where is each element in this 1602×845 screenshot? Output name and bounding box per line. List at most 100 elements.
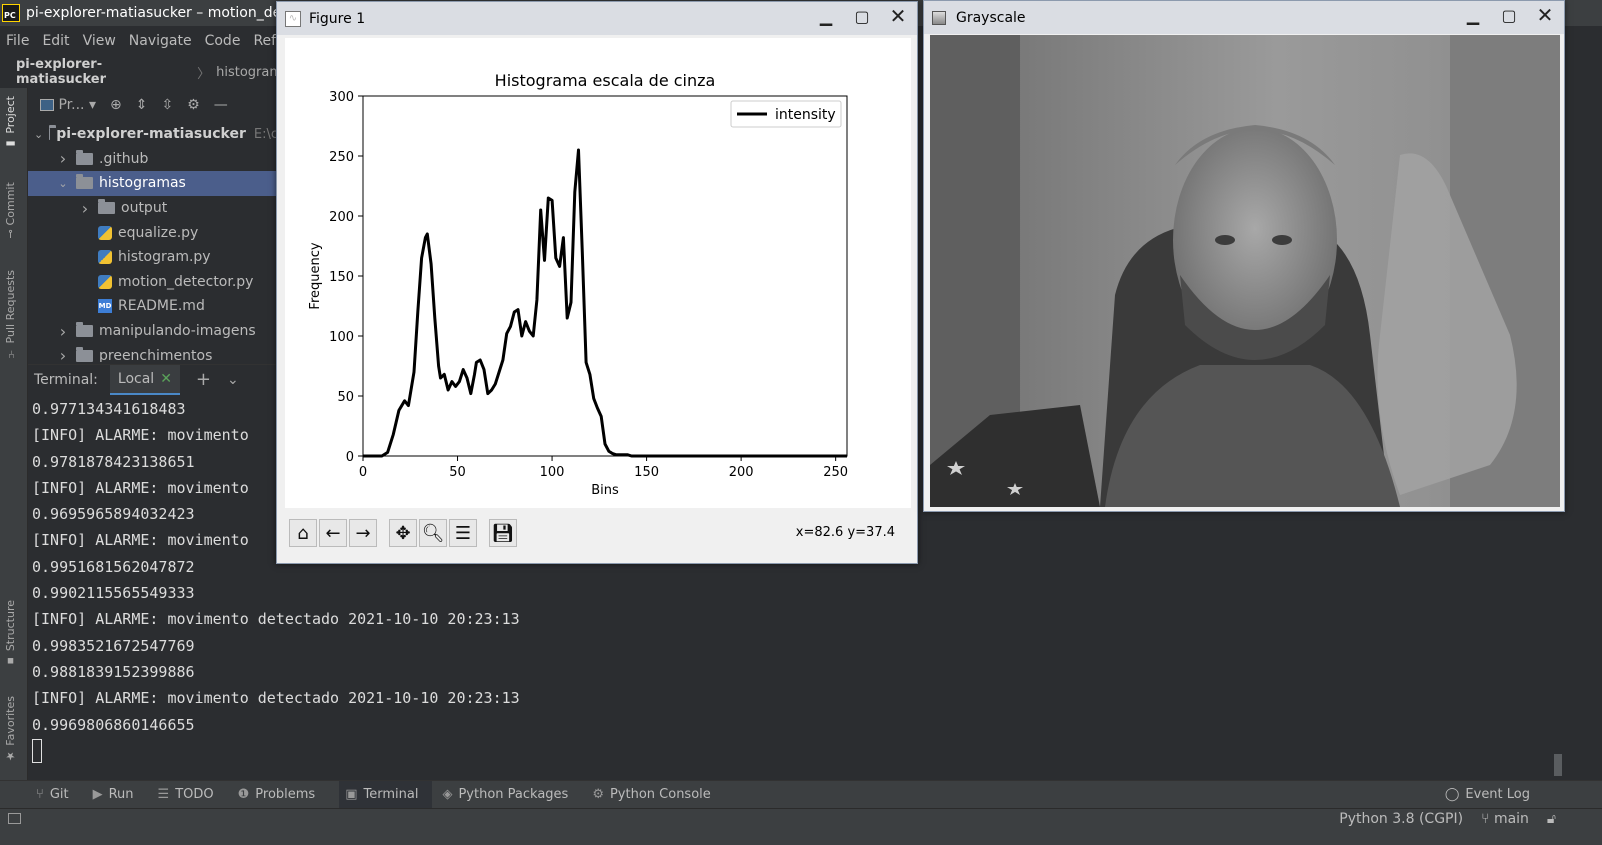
minimize-icon[interactable]: ▁ — [1466, 5, 1480, 25]
tool-tab-structure[interactable]: ▪ Structure — [4, 600, 17, 668]
expand-all-icon[interactable]: ⇕ — [135, 97, 148, 113]
collapse-all-icon[interactable]: ⇳ — [161, 97, 174, 113]
breadcrumb-project[interactable]: pi-explorer-matiasucker — [16, 57, 106, 87]
tool-tab-pull-requests[interactable]: ⑂ Pull Requests — [4, 270, 17, 358]
minimize-icon[interactable]: ▁ — [819, 6, 833, 26]
tool-tab-project[interactable]: ▬ Project — [4, 96, 17, 151]
tree-item-equalize-py[interactable]: equalize.py — [28, 220, 278, 245]
terminal-tab-local[interactable]: Local ✕ — [109, 364, 180, 395]
tool-tab-packages[interactable]: ◈ Python Packages — [442, 781, 582, 809]
menu-view[interactable]: View — [82, 33, 116, 49]
x-tick-label: 100 — [540, 465, 565, 480]
save-icon[interactable]: 💾︎ — [489, 519, 517, 547]
locate-icon[interactable]: ⊕ — [109, 97, 122, 113]
event-log-button[interactable]: ◯ Event Log — [1445, 787, 1530, 802]
pull-request-icon: ⑂ — [4, 347, 17, 359]
interpreter-status[interactable]: Python 3.8 (CGPI) — [1339, 811, 1464, 827]
tree-item-label: README.md — [118, 298, 205, 315]
menu-navigate[interactable]: Navigate — [128, 33, 192, 49]
chevron-down-icon[interactable]: ⌄ — [58, 176, 68, 190]
maximize-icon[interactable]: ▢ — [1501, 5, 1517, 25]
tree-item-output[interactable]: › output — [28, 196, 278, 221]
forward-arrow-icon[interactable]: → — [349, 519, 377, 547]
tool-tab-commit[interactable]: ⊸ Commit — [4, 182, 17, 238]
project-tree: ⌄ pi-explorer-matiasucker E:\c › .github ⌄ his… — [28, 122, 278, 362]
y-tick-label: 300 — [329, 90, 354, 105]
tree-item-manipulando-imagens[interactable]: › manipulando-imagens — [28, 319, 278, 344]
gear-icon[interactable]: ⚙ — [187, 97, 200, 113]
add-terminal-icon[interactable]: + — [195, 369, 212, 390]
x-tick-label: 150 — [634, 465, 659, 480]
python-file-icon — [98, 274, 112, 289]
tool-tab-console[interactable]: ⚙ Python Console — [592, 781, 724, 809]
terminal-line: [INFO] ALARME: movimento detectado 2021-… — [32, 610, 520, 629]
hide-icon[interactable]: — — [213, 97, 228, 113]
structure-icon: ▪ — [4, 655, 17, 669]
branch-icon: ⑂ — [1481, 811, 1490, 827]
x-tick-label: 0 — [359, 465, 367, 480]
tree-item-label: histogram.py — [118, 249, 211, 266]
tree-item-motion-detector-py[interactable]: motion_detector.py — [28, 270, 278, 295]
menu-code[interactable]: Code — [204, 33, 241, 49]
figure-window: ∿ Figure 1 ▁ ▢ ✕ Histograma escala de ci… — [276, 1, 918, 564]
breadcrumb-folder[interactable]: histograma — [216, 64, 290, 80]
terminal-prompt[interactable] — [32, 738, 1558, 764]
terminal-line: 0.9902115565549333 — [32, 584, 195, 603]
tree-item-histogram-py[interactable]: histogram.py — [28, 245, 278, 270]
figure-app-icon: ∿ — [285, 10, 301, 27]
tool-tab-git[interactable]: ⑂ Git — [36, 781, 83, 809]
chevron-right-icon[interactable]: › — [81, 198, 89, 218]
tree-item-preenchimentos[interactable]: › preenchimentos — [28, 343, 278, 362]
configure-subplots-icon[interactable]: ☰ — [449, 519, 477, 547]
terminal-line: 0.9695965894032423 — [32, 505, 195, 524]
figure-window-title: Figure 1 — [309, 10, 366, 27]
tool-tab-label: Run — [108, 787, 134, 802]
maximize-icon[interactable]: ▢ — [854, 6, 870, 26]
figure-titlebar[interactable]: ∿ Figure 1 ▁ ▢ ✕ — [277, 2, 917, 35]
tree-item-label: output — [121, 200, 168, 217]
status-bar: Python 3.8 (CGPI) ⑂ main 🔓︎ — [0, 808, 1602, 845]
menu-edit[interactable]: Edit — [42, 33, 70, 49]
terminal-output[interactable]: 0.977134341618483 [INFO] ALARME: moviment… — [28, 396, 1558, 776]
chevron-down-icon[interactable]: ⌄ — [227, 371, 239, 388]
lock-icon[interactable]: 🔓︎ — [1546, 811, 1556, 827]
star-icon: ★ — [4, 749, 17, 763]
close-icon[interactable]: ✕ — [889, 4, 907, 28]
home-icon[interactable]: ⌂ — [289, 519, 317, 547]
tool-tab-terminal[interactable]: ▣ Terminal — [339, 780, 433, 809]
pan-icon[interactable]: ✥ — [389, 519, 417, 547]
close-icon[interactable]: ✕ — [1536, 3, 1554, 27]
todo-icon: ☰ — [157, 787, 170, 802]
tree-item-histogramas[interactable]: ⌄ histogramas — [28, 171, 278, 196]
bottom-tool-tabs: ⑂ Git ▶ Run ☰ TODO ❶ Problems ▣ Terminal ◈ Python P… — [0, 780, 1602, 809]
branch-status[interactable]: ⑂ main — [1481, 811, 1529, 827]
tree-item--github[interactable]: › .github — [28, 147, 278, 172]
terminal-tab-label: Local — [117, 370, 155, 387]
tool-tab-favorites[interactable]: ★ Favorites — [4, 696, 17, 763]
branch-label: main — [1493, 811, 1529, 827]
project-view-selector[interactable]: Pr... ▾ — [40, 97, 96, 113]
tool-tab-label: Terminal — [363, 787, 419, 802]
toggle-tool-windows-icon[interactable] — [8, 813, 21, 824]
menu-file[interactable]: File — [6, 33, 30, 49]
back-arrow-icon[interactable]: ← — [319, 519, 347, 547]
zoom-icon[interactable]: 🔍︎ — [419, 519, 447, 547]
x-tick-label: 200 — [729, 465, 754, 480]
tool-tab-problems[interactable]: ❶ Problems — [238, 781, 330, 809]
chevron-right-icon[interactable]: › — [59, 346, 67, 362]
terminal-line: 0.9951681562047872 — [32, 557, 195, 576]
tool-tab-todo[interactable]: ☰ TODO — [158, 781, 228, 809]
tree-item-readme-md[interactable]: MD README.md — [28, 294, 278, 319]
chevron-right-icon[interactable]: › — [59, 149, 67, 169]
close-icon[interactable]: ✕ — [160, 370, 172, 387]
grayscale-titlebar[interactable]: Grayscale ▁ ▢ ✕ — [924, 1, 1564, 34]
folder-icon — [49, 125, 57, 141]
terminal-scrollbar[interactable] — [1554, 754, 1562, 776]
terminal-icon: ▣ — [345, 787, 358, 802]
histogram-canvas[interactable]: Histograma escala de cinza Bins Frequenc… — [285, 38, 911, 508]
tree-item-pi-explorer-matiasucker[interactable]: ⌄ pi-explorer-matiasucker E:\c — [28, 122, 278, 147]
chevron-down-icon[interactable]: ⌄ — [34, 127, 44, 141]
chevron-right-icon[interactable]: › — [59, 321, 67, 341]
tree-item-label: histogramas — [99, 175, 186, 192]
tool-tab-run[interactable]: ▶ Run — [93, 781, 148, 809]
